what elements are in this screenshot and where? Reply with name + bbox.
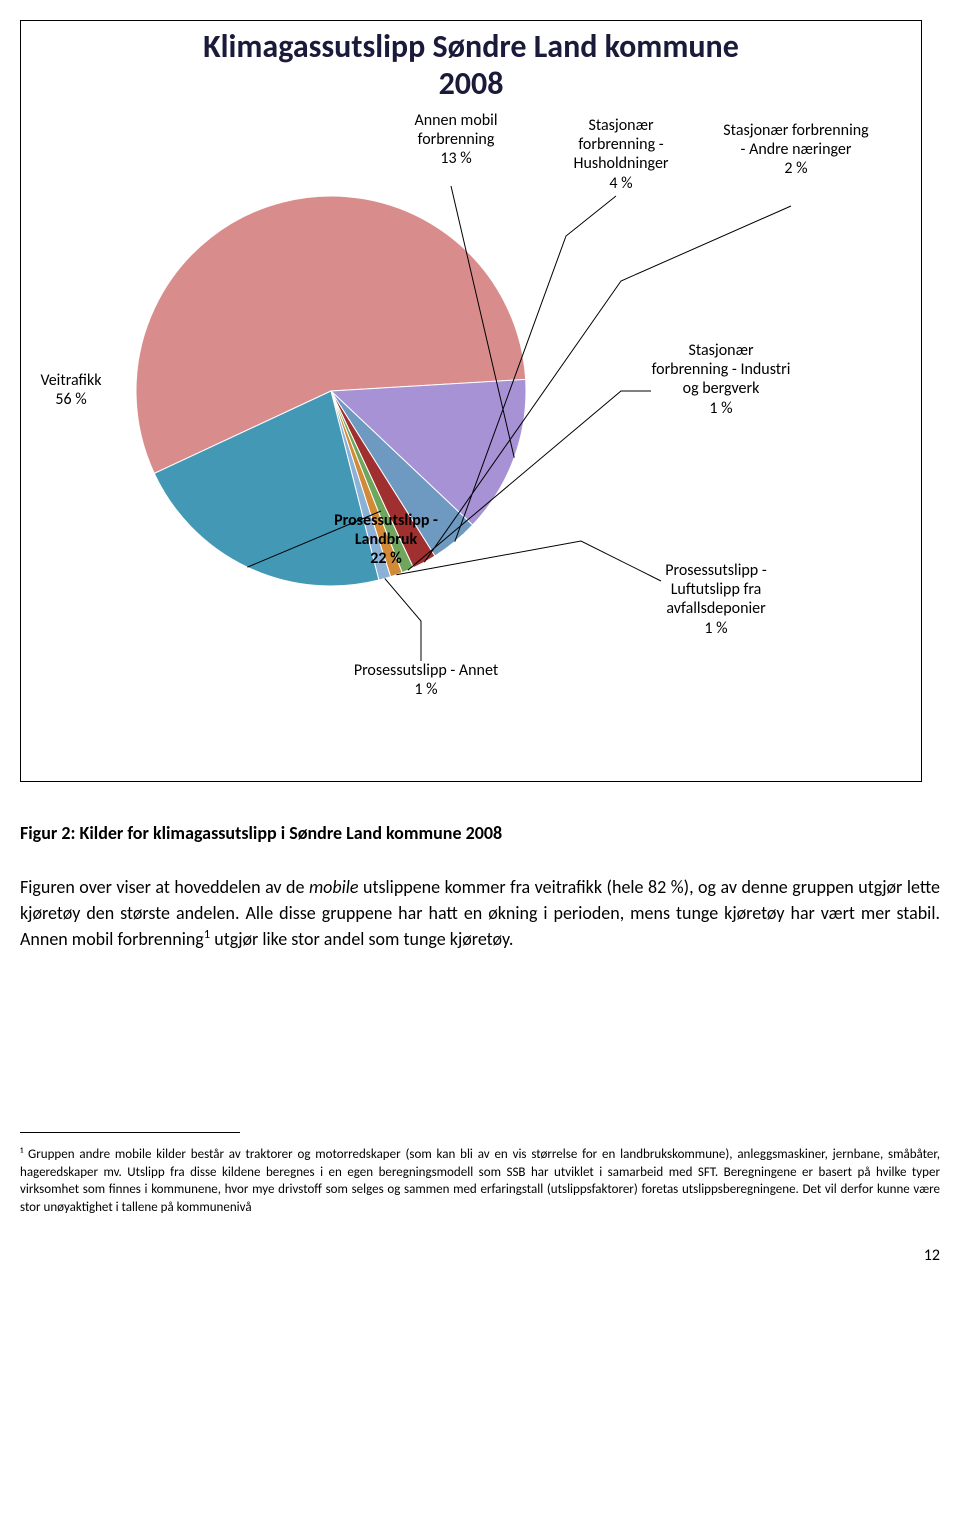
slice-label-annen-mobil: Annen mobil forbrenning13 % [391, 111, 521, 169]
footnote-text: ¹ Gruppen andre mobile kilder består av … [20, 1146, 940, 1216]
slice-label-veitrafikk: Veitrafikk56 % [31, 371, 111, 409]
slice-label-stasjonaer-husholdninger: Stasjonær forbrenning - Husholdninger4 % [551, 116, 691, 193]
slice-label-prosess-luft: Prosessutslipp - Luftutslipp fra avfalls… [631, 561, 801, 638]
figure-caption: Figur 2: Kilder for klimagassutslipp i S… [20, 822, 940, 844]
slice-label-stasjonaer-andre: Stasjonær forbrenning - Andre næringer2 … [721, 121, 871, 179]
footnote-rule [20, 1132, 240, 1133]
pie-chart-container: Klimagassutslipp Søndre Land kommune 200… [20, 20, 922, 782]
body-paragraph: Figuren over viser at hoveddelen av de m… [20, 874, 940, 952]
slice-label-prosess-landbruk: Prosessutslipp - Landbruk22 % [311, 511, 461, 569]
page-number: 12 [20, 1246, 940, 1265]
slice-label-stasjonaer-industri: Stasjonær forbrenning - Industri og berg… [651, 341, 791, 418]
slice-label-prosess-annet: Prosessutslipp - Annet1 % [351, 661, 501, 699]
